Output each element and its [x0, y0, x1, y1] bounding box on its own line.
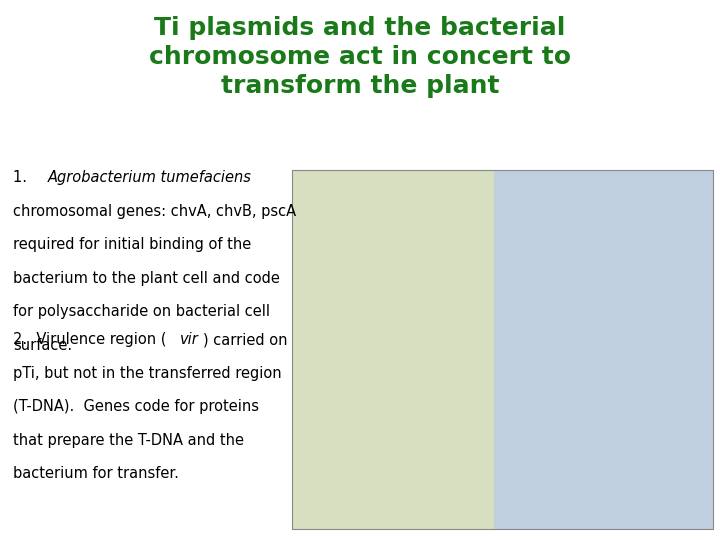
Text: 1.: 1. — [13, 170, 36, 185]
Text: ) carried on: ) carried on — [203, 332, 287, 347]
Text: Ti plasmids and the bacterial
chromosome act in concert to
transform the plant: Ti plasmids and the bacterial chromosome… — [149, 16, 571, 98]
Text: surface.: surface. — [13, 338, 72, 353]
Text: bacterium to the plant cell and code: bacterium to the plant cell and code — [13, 271, 280, 286]
Text: for polysaccharide on bacterial cell: for polysaccharide on bacterial cell — [13, 304, 270, 319]
Text: vir: vir — [180, 332, 199, 347]
FancyBboxPatch shape — [494, 170, 713, 529]
Text: required for initial binding of the: required for initial binding of the — [13, 237, 251, 252]
Text: that prepare the T-DNA and the: that prepare the T-DNA and the — [13, 433, 244, 448]
Text: 2.  Virulence region (: 2. Virulence region ( — [13, 332, 166, 347]
FancyBboxPatch shape — [292, 170, 494, 529]
Text: pTi, but not in the transferred region: pTi, but not in the transferred region — [13, 366, 282, 381]
Text: (T-DNA).  Genes code for proteins: (T-DNA). Genes code for proteins — [13, 399, 259, 414]
Text: chromosomal genes: chvA, chvB, pscA: chromosomal genes: chvA, chvB, pscA — [13, 204, 296, 219]
Text: bacterium for transfer.: bacterium for transfer. — [13, 466, 179, 481]
Text: Agrobacterium tumefaciens: Agrobacterium tumefaciens — [48, 170, 251, 185]
